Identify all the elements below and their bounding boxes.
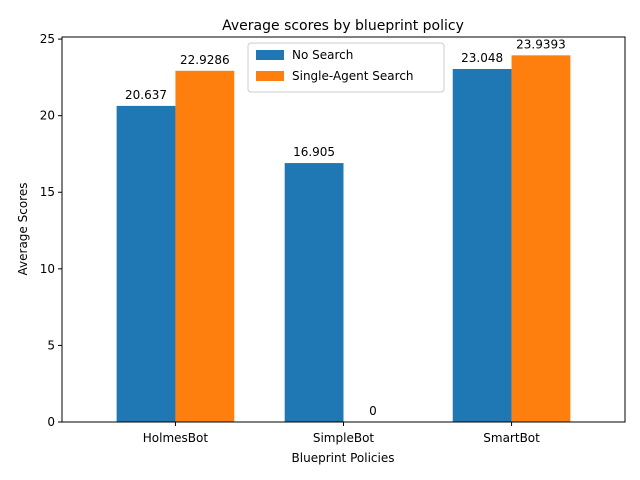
x-tick-label: SmartBot xyxy=(483,431,540,445)
y-tick-label: 5 xyxy=(47,338,55,352)
x-axis: HolmesBot SimpleBot SmartBot xyxy=(143,422,540,445)
bar-value-label: 22.9286 xyxy=(180,53,230,67)
bar-simplebot-no-search xyxy=(284,163,344,422)
legend-swatch xyxy=(256,50,284,60)
bar-holmesbot-no-search xyxy=(116,105,176,422)
chart-title: Average scores by blueprint policy xyxy=(222,18,464,34)
legend-box xyxy=(247,42,445,93)
y-axis-label: Average Scores xyxy=(16,183,30,276)
bar-value-label: 23.9393 xyxy=(516,37,566,51)
y-axis: 0 5 10 15 20 25 xyxy=(40,32,62,429)
x-tick-label: SimpleBot xyxy=(313,431,375,445)
legend-label: No Search xyxy=(292,48,353,62)
y-tick-label: 20 xyxy=(40,109,55,123)
x-tick-label: HolmesBot xyxy=(143,431,209,445)
bar-smartbot-no-search xyxy=(452,68,512,422)
y-tick-label: 25 xyxy=(40,32,55,46)
bar-value-label: 0 xyxy=(369,404,377,418)
legend-swatch xyxy=(256,71,284,81)
y-tick-label: 15 xyxy=(40,185,55,199)
x-axis-label: Blueprint Policies xyxy=(292,451,395,465)
y-tick-label: 0 xyxy=(47,415,55,429)
legend-label: Single-Agent Search xyxy=(292,69,414,83)
y-tick-label: 10 xyxy=(40,262,55,276)
bar-value-label: 23.048 xyxy=(461,51,503,65)
plot-area: 20.637 16.905 23.048 22.9286 0 23.9393 xyxy=(61,36,626,423)
bar-value-label: 16.905 xyxy=(293,145,335,159)
bar-holmesbot-single-agent-search xyxy=(175,70,235,422)
legend: No Search Single-Agent Search xyxy=(247,42,445,93)
bar-smartbot-single-agent-search xyxy=(511,55,571,422)
bar-value-label: 20.637 xyxy=(125,88,167,102)
